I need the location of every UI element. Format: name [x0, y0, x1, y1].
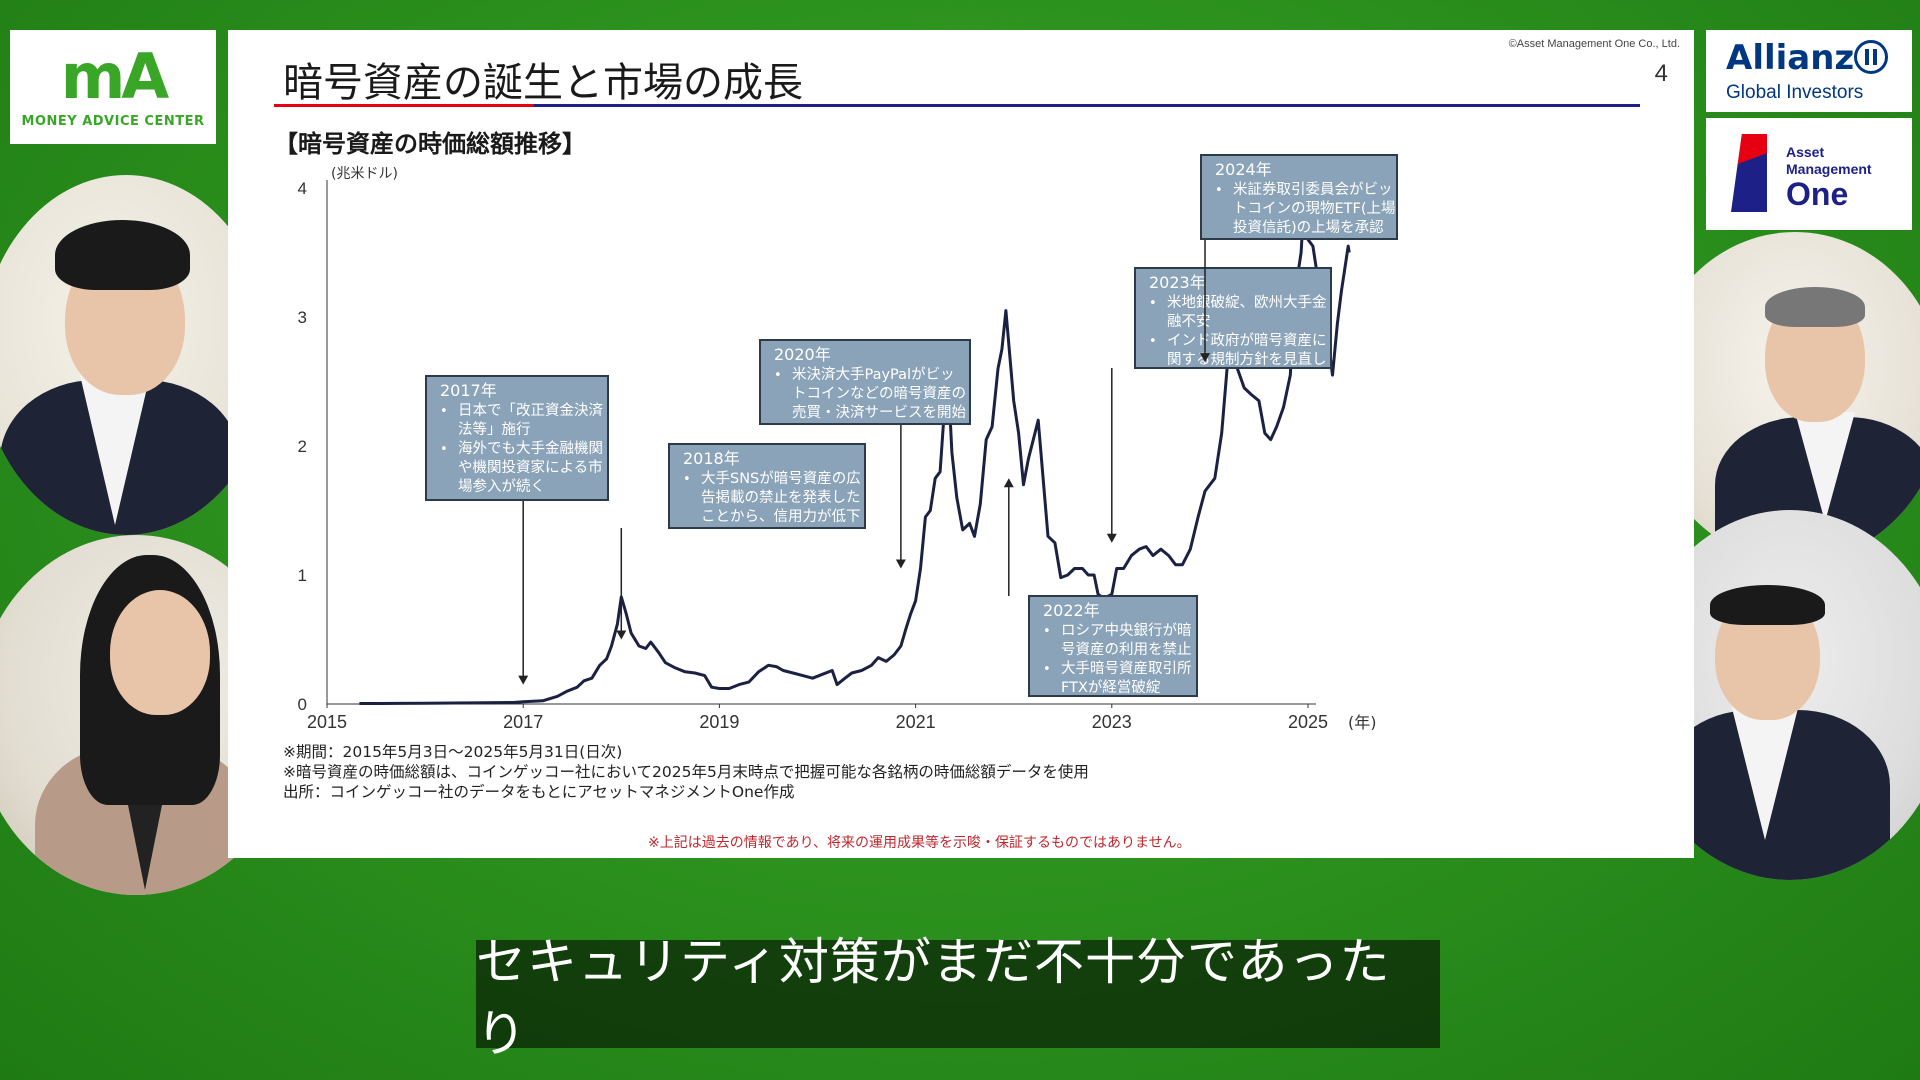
title-underline-red [274, 104, 534, 107]
x-tick-label: 2019 [699, 712, 739, 730]
market-cap-chart: (兆米ドル) 0 1 2 3 4 2015 2017 2019 2021 2023 2025 (年) 20… [298, 154, 1398, 730]
x-tick-label: 2017 [503, 712, 543, 730]
annotation-text: 法等」施行 [458, 420, 531, 438]
presentation-slide: 暗号資産の誕生と市場の成長 ©Asset Management One Co.,… [228, 30, 1694, 858]
annotation-title: 2018年 [683, 449, 740, 468]
allianz-eagle-icon [1854, 40, 1888, 74]
title-underline-blue [534, 104, 1640, 107]
annotation-bullet: • [1215, 183, 1223, 198]
annotation-box [425, 375, 609, 501]
slide-title: 暗号資産の誕生と市場の成長 [283, 60, 803, 106]
amo-line1: Asset [1786, 144, 1825, 160]
annotation-title: 2022年 [1043, 601, 1100, 620]
annotation-title: 2024年 [1215, 160, 1272, 179]
annotation-text: や機関投資家による市 [458, 459, 603, 476]
annotation-bullet: • [440, 404, 448, 419]
note-method: ※暗号資産の時価総額は、コインゲッコー社において2025年5月末時点で把握可能な… [283, 763, 1089, 781]
allianz-brand: Allianz [1726, 38, 1855, 78]
note-period: ※期間：2015年5月3日～2025年5月31日(日次) [283, 743, 623, 761]
y-tick-label: 0 [298, 695, 307, 714]
amo-line2: Management [1786, 161, 1872, 177]
annotation-bullet: • [440, 442, 448, 457]
ma-logo-subtitle: MONEY ADVICE CENTER [21, 113, 205, 129]
annotation-title: 2017年 [440, 381, 497, 400]
y-tick-label: 3 [298, 308, 307, 327]
annotation-text: 融不安 [1167, 313, 1211, 330]
money-advice-center-logo: mA MONEY ADVICE CENTER [10, 30, 216, 144]
annotation-text: FTXが経営破綻 [1061, 679, 1161, 696]
annotation-text: 告掲載の禁止を発表した [701, 489, 861, 506]
note-source: 出所：コインゲッコー社のデータをもとにアセットマネジメントOne作成 [283, 783, 795, 801]
annotation-text: 投資信託)の上場を承認 [1233, 219, 1384, 236]
market-cap-line [359, 199, 1351, 705]
annotation-text: 関する規制方針を見直し [1167, 351, 1327, 368]
annotation-text: トコインなどの暗号資産の [792, 385, 966, 402]
amo-line3: One [1786, 176, 1849, 212]
chart-heading: 【暗号資産の時価総額推移】 [274, 130, 586, 158]
annotation-text: トコインの現物ETF(上場 [1233, 200, 1396, 217]
annotation-text: 号資産の利用を禁止 [1061, 641, 1192, 658]
annotation-text: 場参入が続く [458, 478, 545, 495]
annotation-box [1028, 595, 1198, 697]
ma-logo-mark: mA [60, 39, 170, 113]
page-number: 4 [1654, 60, 1668, 87]
annotation-text: 米決済大手PayPalがビッ [792, 366, 955, 383]
copyright-text: ©Asset Management One Co., Ltd. [1508, 38, 1680, 50]
annotation-text: 米証券取引委員会がビッ [1233, 181, 1393, 198]
annotation-arrowhead [1003, 478, 1014, 488]
allianz-subtitle: Global Investors [1726, 82, 1864, 103]
annotation-text: ことから、信用力が低下 [701, 508, 861, 525]
y-tick-label: 1 [298, 566, 307, 585]
annotation-bullet: • [1149, 296, 1157, 311]
chart-notes: ※期間：2015年5月3日～2025年5月31日(日次) ※暗号資産の時価総額は… [283, 742, 1089, 802]
annotation-text: 大手SNSが暗号資産の広 [701, 470, 861, 487]
disclaimer: ※上記は過去の情報であり、将来の運用成果等を示唆・保証するものではありません。 [648, 835, 1191, 851]
annotation-text: ロシア中央銀行が暗 [1061, 622, 1192, 639]
subtitle-text: セキュリティ対策がまだ不十分であったり [476, 933, 1391, 1063]
x-tick-label: 2025 [1288, 712, 1328, 730]
annotation-box [1134, 267, 1332, 369]
annotation-bullet: • [683, 472, 691, 487]
annotation-box [759, 339, 971, 425]
annotation-title: 2023年 [1149, 273, 1206, 292]
annotation-title: 2020年 [774, 345, 831, 364]
annotation-text: 日本で「改正資金決済 [458, 402, 603, 419]
x-tick-label: 2021 [896, 712, 936, 730]
annotation-arrowhead [518, 675, 529, 685]
annotation-box [1200, 154, 1398, 240]
annotation-text: 米地銀破綻、欧州大手金 [1167, 294, 1327, 311]
annotation-text: 売買・決済サービスを開始 [792, 404, 966, 421]
annotation-bullet: • [1043, 624, 1051, 639]
x-axis-label: (年) [1348, 713, 1377, 730]
y-tick-label: 2 [298, 437, 307, 456]
allianz-logo: Allianz Global Investors [1706, 30, 1912, 112]
asset-management-one-logo: Asset Management One [1706, 118, 1912, 230]
video-subtitle: セキュリティ対策がまだ不十分であったり [476, 933, 1440, 1063]
annotation-box [668, 443, 866, 529]
amo-logo-mark-icon [1731, 134, 1767, 212]
y-tick-label: 4 [298, 179, 307, 198]
annotation-arrowhead [616, 630, 627, 640]
annotation-text: インド政府が暗号資産に [1167, 332, 1327, 349]
x-tick-label: 2023 [1092, 712, 1132, 730]
annotation-bullet: • [774, 368, 782, 383]
annotation-text: 大手暗号資産取引所 [1061, 660, 1192, 677]
annotation-bullet: • [1149, 334, 1157, 349]
camera-feed-speaker-1 [0, 175, 272, 535]
annotation-arrowhead [895, 559, 906, 569]
annotation-text: 海外でも大手金融機関 [458, 440, 603, 457]
annotation-arrowhead [1106, 533, 1117, 543]
annotation-bullet: • [1043, 662, 1051, 677]
x-tick-label: 2015 [307, 712, 347, 730]
y-axis-label: (兆米ドル) [331, 166, 398, 182]
annotation-arrowhead [1199, 353, 1210, 363]
